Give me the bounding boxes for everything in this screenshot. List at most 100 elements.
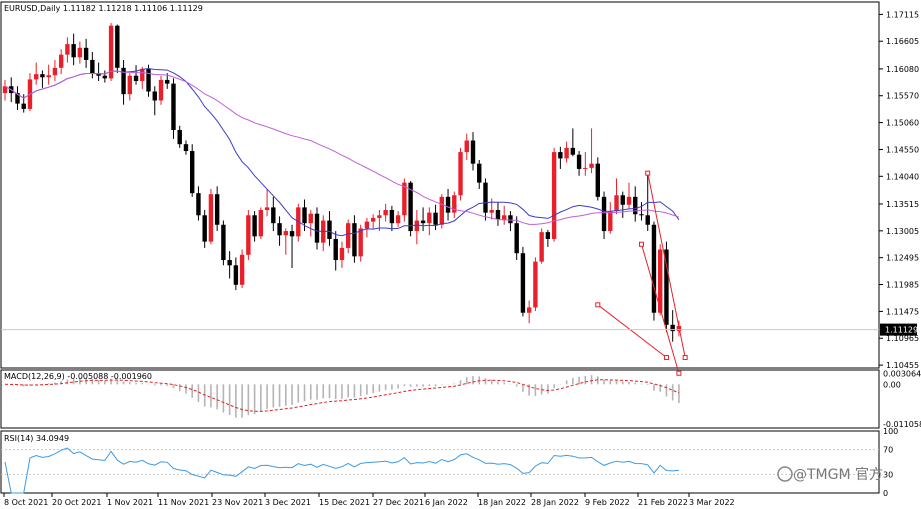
candle-body[interactable] <box>458 152 463 196</box>
candle-body[interactable] <box>34 74 39 80</box>
candle-body[interactable] <box>414 220 420 232</box>
candle-body[interactable] <box>115 25 120 68</box>
candle-body[interactable] <box>2 86 8 94</box>
candle-body[interactable] <box>664 249 669 325</box>
candle-body[interactable] <box>233 265 239 285</box>
candle-body[interactable] <box>152 91 157 101</box>
candle-body[interactable] <box>589 163 594 168</box>
candle-body[interactable] <box>258 210 264 237</box>
candle-body[interactable] <box>271 207 276 224</box>
candle-body[interactable] <box>514 223 519 254</box>
candle-body[interactable] <box>90 59 95 74</box>
candle-body[interactable] <box>570 147 576 155</box>
candle-body[interactable] <box>333 238 338 261</box>
candle-body[interactable] <box>651 224 657 313</box>
candle-body[interactable] <box>96 73 101 76</box>
candle-body[interactable] <box>489 210 494 213</box>
candle-body[interactable] <box>358 228 363 257</box>
candle-body[interactable] <box>65 44 70 55</box>
candle-body[interactable] <box>277 223 282 236</box>
pattern-marker[interactable] <box>645 170 651 176</box>
candle-body[interactable] <box>583 167 588 169</box>
candle-body[interactable] <box>171 83 176 130</box>
candle-body[interactable] <box>314 213 320 243</box>
candle-body[interactable] <box>58 54 64 68</box>
candle-body[interactable] <box>214 194 220 225</box>
candle-body[interactable] <box>46 75 51 78</box>
candle-body[interactable] <box>40 74 45 78</box>
candle-body[interactable] <box>402 182 407 216</box>
candle-body[interactable] <box>576 154 582 169</box>
candle-body[interactable] <box>377 215 382 218</box>
candle-body[interactable] <box>364 221 370 229</box>
candle-body[interactable] <box>327 220 332 239</box>
candle-body[interactable] <box>445 196 451 213</box>
candle-body[interactable] <box>608 211 613 232</box>
candle-body[interactable] <box>102 75 108 79</box>
pattern-marker[interactable] <box>676 370 682 376</box>
candle-body[interactable] <box>165 79 170 84</box>
candle-body[interactable] <box>614 195 619 212</box>
candle-body[interactable] <box>502 215 507 220</box>
candle-body[interactable] <box>83 47 89 60</box>
candle-body[interactable] <box>77 47 83 58</box>
candle-body[interactable] <box>140 68 145 81</box>
candle-body[interactable] <box>564 147 569 159</box>
candle-body[interactable] <box>352 223 357 257</box>
candle-body[interactable] <box>346 223 351 248</box>
candle-body[interactable] <box>339 247 345 261</box>
candle-body[interactable] <box>433 212 438 225</box>
candle-body[interactable] <box>158 79 164 101</box>
candle-body[interactable] <box>483 182 488 213</box>
candle-body[interactable] <box>658 249 663 313</box>
candle-body[interactable] <box>427 212 432 224</box>
candle-body[interactable] <box>477 163 482 183</box>
candle-body[interactable] <box>383 210 388 216</box>
candle-body[interactable] <box>551 152 557 239</box>
candle-body[interactable] <box>464 140 469 153</box>
candle-body[interactable] <box>239 254 245 285</box>
candle-body[interactable] <box>389 210 395 224</box>
candle-body[interactable] <box>133 75 139 81</box>
candle-body[interactable] <box>452 195 457 213</box>
candle-body[interactable] <box>395 215 401 224</box>
candle-body[interactable] <box>183 144 189 152</box>
candle-body[interactable] <box>196 193 201 216</box>
candle-body[interactable] <box>177 129 182 145</box>
candle-body[interactable] <box>439 196 444 225</box>
candle-body[interactable] <box>558 152 563 159</box>
candle-body[interactable] <box>526 307 532 313</box>
candle-body[interactable] <box>302 207 307 224</box>
candle-body[interactable] <box>601 196 607 232</box>
candle-body[interactable] <box>289 231 295 237</box>
candle-body[interactable] <box>595 163 600 197</box>
candle-body[interactable] <box>495 210 501 220</box>
candle-body[interactable] <box>626 196 632 205</box>
candle-body[interactable] <box>545 232 551 239</box>
candle-body[interactable] <box>283 231 288 236</box>
candle-body[interactable] <box>246 215 251 255</box>
candle-body[interactable] <box>508 215 513 224</box>
candle-body[interactable] <box>252 215 257 237</box>
pattern-marker[interactable] <box>663 354 669 360</box>
candle-body[interactable] <box>520 253 526 313</box>
candle-body[interactable] <box>21 103 26 109</box>
candle-body[interactable] <box>52 67 58 76</box>
pattern-marker[interactable] <box>638 241 644 247</box>
candle-body[interactable] <box>370 217 376 222</box>
candle-body[interactable] <box>190 151 195 194</box>
candle-body[interactable] <box>127 75 132 95</box>
pattern-marker[interactable] <box>595 302 601 308</box>
candle-body[interactable] <box>639 214 644 216</box>
candle-body[interactable] <box>633 196 638 215</box>
candle-body[interactable] <box>202 215 207 242</box>
candle-body[interactable] <box>420 220 426 224</box>
candle-body[interactable] <box>670 324 675 332</box>
candle-body[interactable] <box>121 67 126 95</box>
candle-body[interactable] <box>208 194 214 242</box>
pattern-marker[interactable] <box>682 354 688 360</box>
candle-body[interactable] <box>146 68 151 92</box>
candle-body[interactable] <box>539 232 544 262</box>
candle-body[interactable] <box>308 213 313 224</box>
